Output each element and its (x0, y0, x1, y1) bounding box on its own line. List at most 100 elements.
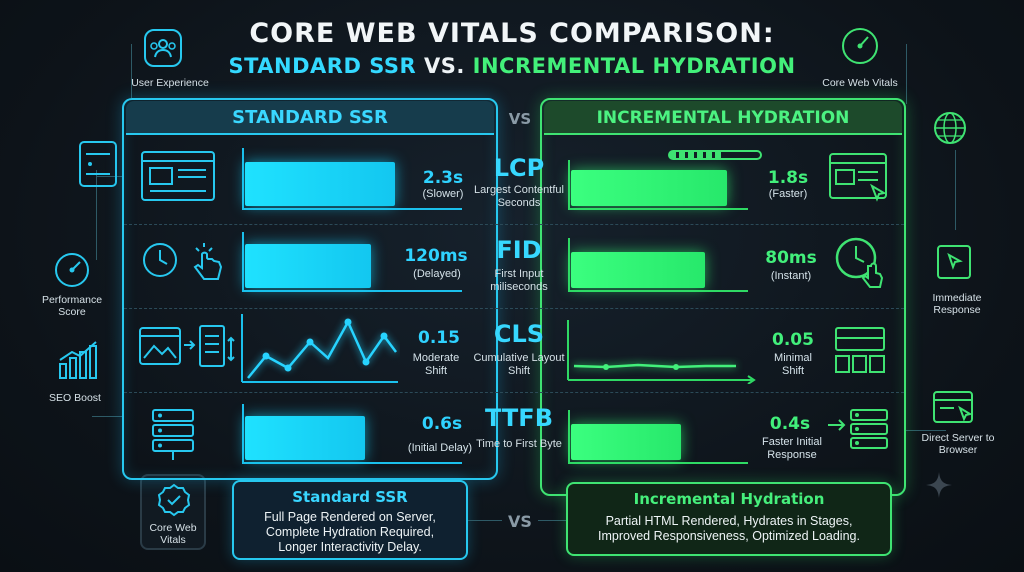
speedometer-icon (840, 26, 880, 66)
connector-line (131, 44, 132, 98)
connector-line (96, 176, 122, 177)
cls-ssr-value: 0.15 (418, 328, 460, 348)
connector-line (96, 170, 97, 260)
standard-ssr-summary-line: Longer Interactivity Delay. (278, 540, 422, 554)
incremental-hydration-summary-line: Improved Responsiveness, Optimized Loadi… (598, 529, 860, 543)
lcp-hyd-bar (571, 170, 727, 206)
ttfb-ssr-axis (242, 462, 462, 464)
ttfb-hyd-value: 0.4s (769, 414, 811, 434)
seo-chart-icon (56, 338, 102, 380)
fid-ssr-axis (242, 290, 462, 292)
fid-ssr-bar (245, 244, 371, 288)
lcp-ssr-axis (242, 148, 244, 210)
ttfb-metric-desc: Time to First Byte (476, 438, 562, 450)
progress-bar-icon (668, 150, 762, 160)
connector-line (468, 520, 502, 521)
standard-ssr-summary-line: Complete Hydration Required, (265, 525, 435, 539)
core-web-vitals-card: Core Web Vitals (140, 474, 206, 550)
connector-line (92, 416, 122, 417)
arrow-right-icon (182, 338, 198, 352)
fid-metric-name: FID (496, 236, 542, 264)
server-icon (150, 408, 196, 462)
webpage-icon (140, 150, 216, 202)
layout-icon (78, 140, 118, 188)
ttfb-ssr-axis (242, 404, 244, 464)
standard-ssr-header: STANDARD SSR (126, 101, 494, 135)
ttfb-hyd-note: Faster Initial Response (762, 436, 822, 461)
document-shift-icon (198, 324, 236, 372)
ttfb-hyd-axis (568, 410, 570, 464)
user-experience-icon (143, 28, 183, 68)
seo-boost-label: SEO Boost (49, 392, 101, 404)
ttfb-ssr-value: 0.6s (421, 414, 463, 434)
image-window-icon (138, 326, 182, 366)
connector-line (955, 150, 956, 230)
tap-hand-icon (186, 240, 226, 284)
lcp-hyd-note: (Faster) (768, 188, 808, 200)
vs-header: VS (508, 110, 532, 128)
fid-hyd-note: (Instant) (770, 270, 812, 282)
fid-hyd-axis (568, 238, 570, 292)
standard-ssr-summary-title: Standard SSR (292, 488, 408, 506)
vs-bottom: VS (508, 512, 532, 531)
lcp-ssr-bar (245, 162, 395, 206)
server-green-icon (848, 408, 890, 456)
cls-metric-desc: Cumulative Layout Shift (473, 352, 565, 377)
lcp-hyd-axis (568, 160, 570, 210)
ttfb-ssr-note: (Initial Delay) (407, 442, 473, 454)
gauge-icon (52, 250, 92, 290)
standard-ssr-summary-card: Standard SSR Full Page Rendered on Serve… (232, 480, 468, 560)
ttfb-hyd-axis (568, 462, 748, 464)
incremental-hydration-header: INCREMENTAL HYDRATION (544, 101, 902, 135)
ttfb-hyd-bar (571, 424, 681, 460)
webpage-click-icon (828, 152, 890, 208)
subtitle-vs: VS. (424, 54, 465, 78)
lcp-hyd-axis (568, 208, 748, 210)
globe-icon (930, 108, 970, 148)
connector-line (538, 520, 566, 521)
cls-hyd-note: Minimal Shift (774, 352, 812, 377)
stable-layout-icon (832, 326, 888, 378)
core-web-vitals-label: Core Web Vitals (149, 522, 197, 546)
cls-ssr-line-chart (240, 312, 400, 384)
immediate-response-label: Immediate Response (932, 292, 982, 316)
lcp-ssr-note: (Slower) (422, 188, 464, 200)
user-experience-label: User Experience (131, 77, 209, 89)
arrow-right-icon (826, 418, 848, 432)
cls-ssr-note: Moderate Shift (412, 352, 460, 377)
fid-metric-desc: First Input miliseconds (490, 268, 548, 293)
fid-ssr-note: (Delayed) (413, 268, 461, 280)
row-divider (124, 392, 904, 393)
fid-hyd-value: 80ms (765, 248, 817, 268)
cls-metric-name: CLS (493, 320, 545, 348)
lcp-metric-desc: Largest Contentful Seconds (474, 184, 564, 209)
incremental-hydration-summary-card: Incremental Hydration Partial HTML Rende… (566, 482, 892, 556)
cursor-click-icon (936, 244, 972, 280)
row-divider (124, 224, 904, 225)
lcp-ssr-axis (242, 208, 462, 210)
clock-tap-icon (834, 236, 888, 290)
cls-hyd-line-chart (566, 318, 760, 385)
standard-ssr-summary-line: Full Page Rendered on Server, (264, 510, 436, 524)
page-subtitle: STANDARD SSR VS. INCREMENTAL HYDRATION (0, 54, 1024, 78)
clock-icon (140, 240, 180, 280)
incremental-hydration-summary-title: Incremental Hydration (633, 490, 825, 508)
row-divider (124, 308, 904, 309)
lcp-ssr-value: 2.3s (422, 168, 464, 188)
direct-server-label: Direct Server to Browser (921, 432, 995, 456)
browser-window-icon (932, 390, 976, 426)
lcp-hyd-value: 1.8s (767, 168, 809, 188)
fid-ssr-axis (242, 232, 244, 292)
fid-hyd-bar (571, 252, 705, 288)
subtitle-ssr: STANDARD SSR (228, 54, 417, 78)
connector-line (906, 430, 946, 431)
fid-hyd-axis (568, 290, 748, 292)
incremental-hydration-summary-line: Partial HTML Rendered, Hydrates in Stage… (605, 514, 853, 528)
ttfb-metric-name: TTFB (485, 404, 553, 432)
fid-ssr-value: 120ms (404, 246, 468, 266)
subtitle-hydration: INCREMENTAL HYDRATION (472, 54, 796, 78)
performance-score-label: Performance Score (41, 294, 103, 318)
badge-check-icon (157, 483, 191, 517)
connector-line (906, 44, 907, 104)
lcp-metric-name: LCP (493, 154, 545, 182)
